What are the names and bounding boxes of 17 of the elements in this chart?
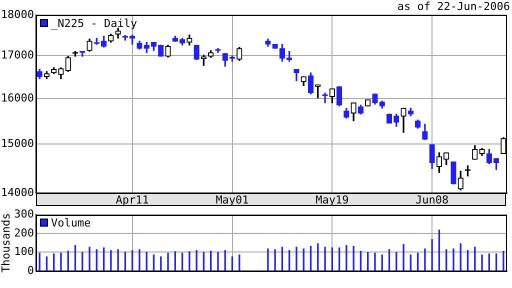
y-tick-label: 18000 [0, 8, 34, 21]
legend-label: _N225 - Daily [51, 16, 138, 30]
y-tick-label: 100 [14, 245, 34, 258]
y-tick-label: 16000 [0, 91, 34, 104]
y-tick-label: 17000 [0, 48, 34, 62]
y-tick-label: 0 [27, 264, 34, 277]
x-tick-label: May19 [316, 193, 349, 206]
y-tick-label: 300 [14, 207, 34, 220]
x-tick-label: May01 [216, 193, 249, 206]
y-tick-label: 200 [14, 226, 34, 240]
text: as of 22-Jun-2006 [397, 0, 510, 13]
y-tick-label: 14000 [0, 186, 34, 199]
x-tick-label: Jun08 [416, 193, 449, 206]
legend-label: Volume [51, 216, 91, 230]
x-tick-label: Apr11 [116, 193, 149, 206]
y-tick-label: 15000 [0, 136, 34, 150]
y-axis-title: Thousands [0, 212, 12, 273]
